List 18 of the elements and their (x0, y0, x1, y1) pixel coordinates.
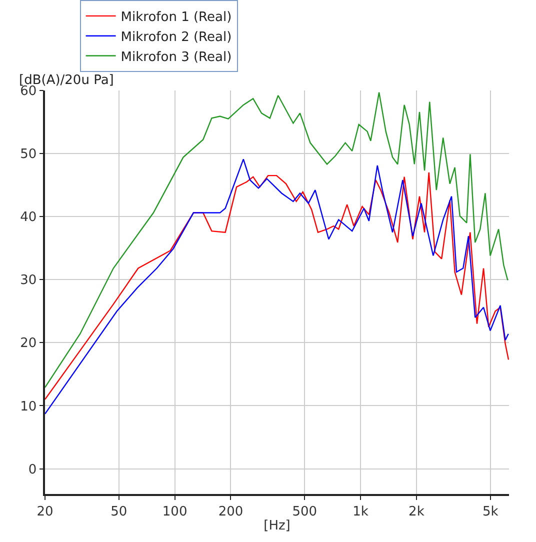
x-tick-label: 100 (162, 504, 188, 520)
legend-label: Mikrofon 2 (Real) (120, 30, 232, 45)
y-tick-label: 20 (20, 336, 37, 352)
x-tick-label: 20 (36, 504, 54, 520)
y-tick-label: 0 (28, 462, 37, 478)
x-tick-label: 1k (352, 504, 369, 520)
x-axis-title: [Hz] (264, 518, 290, 534)
y-tick-label: 10 (20, 399, 37, 414)
y-tick-label: 40 (20, 210, 37, 226)
x-tick-label: 50 (110, 504, 128, 520)
x-tick-label: 200 (218, 504, 244, 520)
x-tick-label: 500 (292, 504, 318, 520)
y-tick-label: 50 (20, 147, 37, 162)
x-tick-label: 2k (408, 504, 425, 520)
legend-label: Mikrofon 3 (Real) (120, 50, 232, 65)
y-tick-label: 30 (20, 273, 37, 288)
legend-label: Mikrofon 1 (Real) (120, 10, 232, 26)
x-tick-label: 5k (482, 504, 499, 520)
